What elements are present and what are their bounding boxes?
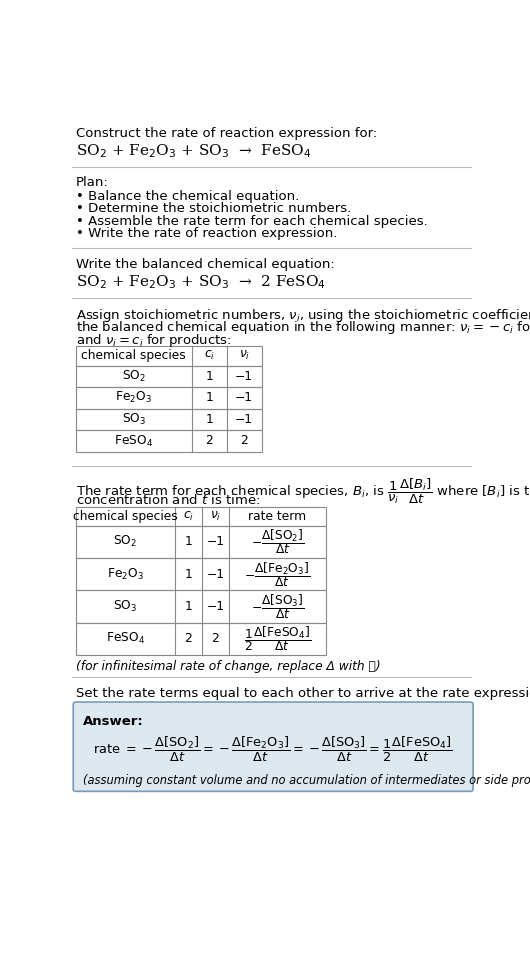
Text: (assuming constant volume and no accumulation of intermediates or side products): (assuming constant volume and no accumul… [83,773,530,787]
Text: 2: 2 [211,632,219,646]
Text: • Balance the chemical equation.: • Balance the chemical equation. [76,190,299,203]
Text: SO$_2$: SO$_2$ [122,368,146,384]
Text: −1: −1 [207,600,224,613]
Text: 2: 2 [184,632,192,646]
Text: 2: 2 [240,434,248,448]
Text: 1: 1 [205,413,213,426]
Text: (for infinitesimal rate of change, replace Δ with 𝑑): (for infinitesimal rate of change, repla… [76,660,380,672]
Bar [76,508,326,525]
Bar [76,430,261,452]
Text: • Assemble the rate term for each chemical species.: • Assemble the rate term for each chemic… [76,215,427,227]
Text: −1: −1 [235,413,253,426]
Bar [76,387,261,409]
Text: 1: 1 [184,567,192,581]
Text: rate $= -\dfrac{\Delta[\mathrm{SO}_2]}{\Delta t} = -\dfrac{\Delta[\mathrm{Fe}_2\: rate $= -\dfrac{\Delta[\mathrm{SO}_2]}{\… [93,734,453,763]
Text: Set the rate terms equal to each other to arrive at the rate expression:: Set the rate terms equal to each other t… [76,687,530,701]
Bar [76,409,261,430]
Text: FeSO$_4$: FeSO$_4$ [105,631,145,647]
Text: $c_i$: $c_i$ [183,510,194,523]
Text: −1: −1 [235,391,253,405]
Text: • Determine the stoichiometric numbers.: • Determine the stoichiometric numbers. [76,202,351,216]
Bar [76,346,261,366]
Text: SO$_2$ + Fe$_2$O$_3$ + SO$_3$  →  2 FeSO$_4$: SO$_2$ + Fe$_2$O$_3$ + SO$_3$ → 2 FeSO$_… [76,273,325,291]
Text: chemical species: chemical species [73,510,178,523]
Text: $c_i$: $c_i$ [204,349,215,362]
Text: $\nu_i$: $\nu_i$ [238,349,250,362]
Text: concentration and $t$ is time:: concentration and $t$ is time: [76,493,260,508]
Text: Write the balanced chemical equation:: Write the balanced chemical equation: [76,258,334,270]
Text: Assign stoichiometric numbers, $\nu_i$, using the stoichiometric coefficients, $: Assign stoichiometric numbers, $\nu_i$, … [76,307,530,324]
Text: the balanced chemical equation in the following manner: $\nu_i = -c_i$ for react: the balanced chemical equation in the fo… [76,319,530,336]
Text: SO$_3$: SO$_3$ [113,599,137,614]
Text: Plan:: Plan: [76,176,108,189]
Text: $-\dfrac{\Delta[\mathrm{SO}_2]}{\Delta t}$: $-\dfrac{\Delta[\mathrm{SO}_2]}{\Delta t… [251,527,304,557]
Text: 1: 1 [184,600,192,613]
Text: 2: 2 [205,434,213,448]
Text: $-\dfrac{\Delta[\mathrm{SO}_3]}{\Delta t}$: $-\dfrac{\Delta[\mathrm{SO}_3]}{\Delta t… [251,592,304,621]
Text: −1: −1 [235,369,253,383]
Bar [76,525,326,558]
Text: rate term: rate term [249,510,306,523]
Text: chemical species: chemical species [81,349,186,362]
Text: $\nu_i$: $\nu_i$ [210,510,221,523]
Text: FeSO$_4$: FeSO$_4$ [114,433,153,449]
Text: −1: −1 [207,535,224,549]
Bar [76,622,326,655]
Text: −1: −1 [207,567,224,581]
FancyBboxPatch shape [73,702,473,792]
Text: Answer:: Answer: [83,715,144,728]
Bar [76,366,261,387]
Text: $-\dfrac{\Delta[\mathrm{Fe}_2\mathrm{O}_3]}{\Delta t}$: $-\dfrac{\Delta[\mathrm{Fe}_2\mathrm{O}_… [244,560,311,589]
Text: SO$_3$: SO$_3$ [121,412,146,427]
Bar [76,590,326,622]
Text: • Write the rate of reaction expression.: • Write the rate of reaction expression. [76,227,337,240]
Text: 1: 1 [205,369,213,383]
Bar [76,558,326,590]
Text: SO$_2$ + Fe$_2$O$_3$ + SO$_3$  →  FeSO$_4$: SO$_2$ + Fe$_2$O$_3$ + SO$_3$ → FeSO$_4$ [76,142,311,160]
Text: Fe$_2$O$_3$: Fe$_2$O$_3$ [115,390,152,406]
Text: The rate term for each chemical species, $B_i$, is $\dfrac{1}{\nu_i}\dfrac{\Delt: The rate term for each chemical species,… [76,476,530,506]
Text: SO$_2$: SO$_2$ [113,534,137,550]
Text: Construct the rate of reaction expression for:: Construct the rate of reaction expressio… [76,126,377,140]
Text: Fe$_2$O$_3$: Fe$_2$O$_3$ [107,566,144,582]
Text: $\dfrac{1}{2}\dfrac{\Delta[\mathrm{FeSO}_4]}{\Delta t}$: $\dfrac{1}{2}\dfrac{\Delta[\mathrm{FeSO}… [244,624,311,654]
Text: and $\nu_i = c_i$ for products:: and $\nu_i = c_i$ for products: [76,331,231,349]
Text: 1: 1 [184,535,192,549]
Text: 1: 1 [205,391,213,405]
